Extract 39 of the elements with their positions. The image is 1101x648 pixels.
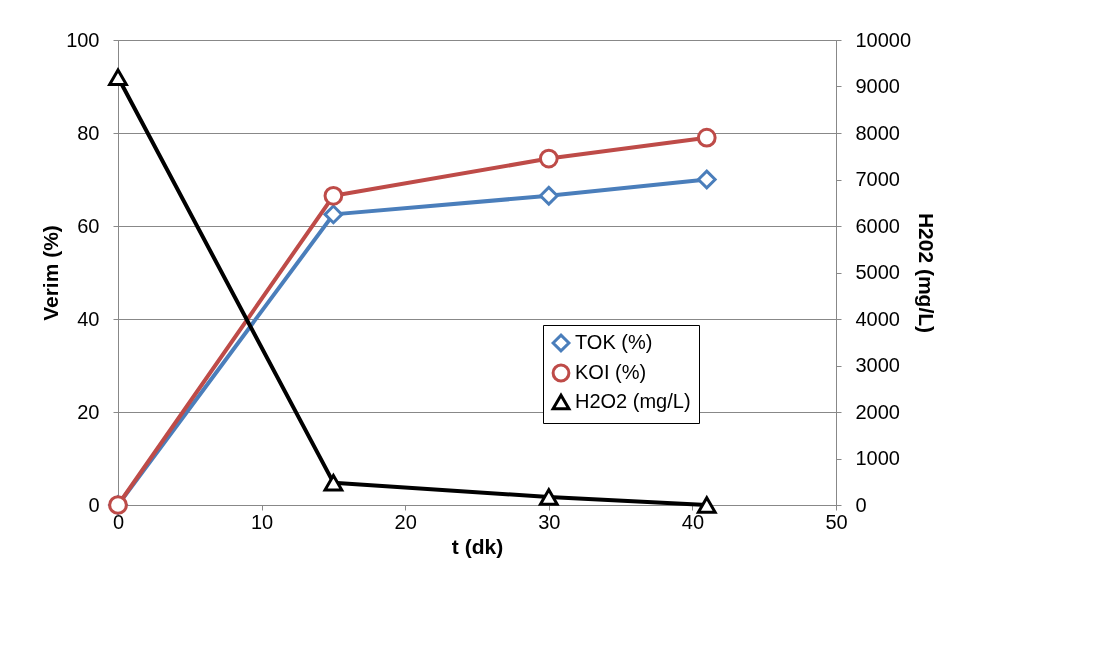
legend-label: KOI (%) <box>575 361 647 383</box>
point <box>323 185 344 206</box>
point <box>108 68 128 86</box>
y2-tick-label: 8000 <box>855 121 900 144</box>
point <box>696 169 717 190</box>
x-axis-title: t (dk) <box>451 534 504 558</box>
x-tick-label: 30 <box>538 510 561 533</box>
x-tick-label: 50 <box>825 510 848 533</box>
y2-tick-label: 9000 <box>855 75 900 97</box>
point <box>538 488 559 506</box>
y-tick-label: 40 <box>77 307 100 330</box>
point <box>538 148 559 169</box>
x-tick-label: 40 <box>681 510 705 533</box>
point <box>323 204 344 225</box>
point <box>696 127 717 148</box>
y2-tick-label: 1000 <box>855 447 900 469</box>
x-tick-label: 10 <box>250 510 274 533</box>
legend-label: TOK (%) <box>575 331 653 353</box>
point <box>538 185 559 206</box>
y2-tick-label: 3000 <box>855 354 900 376</box>
x-tick-label: 20 <box>394 510 417 533</box>
y-tick-label: 20 <box>77 400 100 423</box>
point <box>696 496 717 514</box>
y-tick-label: 100 <box>66 28 100 51</box>
y-axis-title: Verim (%) <box>39 225 63 321</box>
point <box>323 473 344 492</box>
y2-tick-label: 7000 <box>855 168 900 190</box>
legend-label: H2O2 (mg/L) <box>575 390 691 412</box>
y2-tick-label: 2000 <box>855 400 900 423</box>
y2-tick-label: 10000 <box>855 28 912 51</box>
y2-axis-title: H202 (mg/L) <box>915 212 939 334</box>
y-tick-label: 60 <box>77 214 100 237</box>
x-tick-label: 0 <box>112 510 125 533</box>
y-tick-label: 80 <box>77 121 100 144</box>
y2-tick-label: 5000 <box>855 261 900 283</box>
y-tick-label: 0 <box>88 493 100 516</box>
y2-tick-label: 6000 <box>855 214 900 237</box>
y2-tick-label: 4000 <box>855 307 900 330</box>
y2-tick-label: 0 <box>855 493 867 516</box>
